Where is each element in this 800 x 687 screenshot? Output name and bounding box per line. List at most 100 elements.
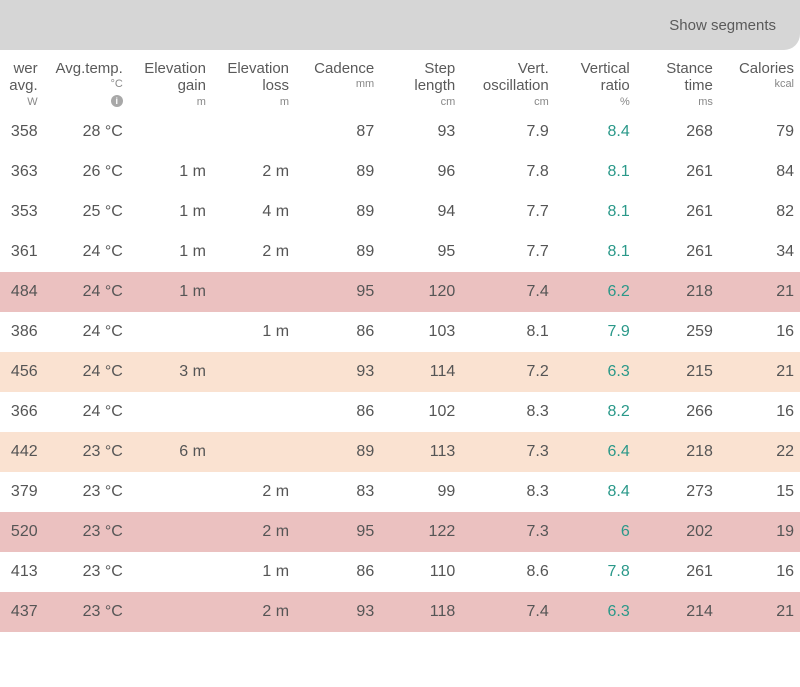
column-header-vratio[interactable]: Verticalratio% bbox=[555, 50, 636, 112]
column-header-unit: m bbox=[135, 96, 206, 109]
cell-step: 114 bbox=[380, 352, 461, 392]
table-row[interactable]: 52023 °C2 m951227.3620219 bbox=[0, 512, 800, 552]
column-header-unit: ms bbox=[642, 96, 713, 109]
cell-temp: 23 °C bbox=[44, 512, 129, 552]
cell-vratio: 8.4 bbox=[555, 112, 636, 152]
table-row[interactable]: 41323 °C1 m861108.67.826116 bbox=[0, 552, 800, 592]
column-header-label: Stance bbox=[666, 60, 713, 77]
cell-cadence: 86 bbox=[295, 312, 380, 352]
cell-cal: 16 bbox=[719, 392, 800, 432]
cell-stance: 261 bbox=[636, 552, 719, 592]
column-header-step[interactable]: Steplengthcm bbox=[380, 50, 461, 112]
cell-cadence: 95 bbox=[295, 272, 380, 312]
table-row[interactable]: 36624 °C861028.38.226616 bbox=[0, 392, 800, 432]
table-row[interactable]: 35325 °C1 m4 m89947.78.126182 bbox=[0, 192, 800, 232]
cell-stance: 273 bbox=[636, 472, 719, 512]
cell-power: 358 bbox=[0, 112, 44, 152]
column-header-unit: cm bbox=[467, 96, 549, 109]
cell-cadence: 95 bbox=[295, 512, 380, 552]
column-header-vosc[interactable]: Vert.oscillationcm bbox=[461, 50, 555, 112]
column-header-unit: °C bbox=[50, 78, 123, 91]
cell-vosc: 7.4 bbox=[461, 272, 555, 312]
table-row[interactable]: 35828 °C87937.98.426879 bbox=[0, 112, 800, 152]
cell-temp: 24 °C bbox=[44, 352, 129, 392]
table-header: weravg.WAvg.temp.°CiElevationgainmElevat… bbox=[0, 50, 800, 112]
table-row[interactable]: 37923 °C2 m83998.38.427315 bbox=[0, 472, 800, 512]
cell-cal: 16 bbox=[719, 312, 800, 352]
cell-power: 353 bbox=[0, 192, 44, 232]
cell-vratio: 8.4 bbox=[555, 472, 636, 512]
column-header-label: Calories bbox=[739, 60, 794, 77]
cell-power: 456 bbox=[0, 352, 44, 392]
cell-power: 366 bbox=[0, 392, 44, 432]
column-header-eloss[interactable]: Elevationlossm bbox=[212, 50, 295, 112]
column-header-unit: cm bbox=[386, 96, 455, 109]
cell-vratio: 6.3 bbox=[555, 352, 636, 392]
cell-cadence: 93 bbox=[295, 592, 380, 632]
cell-egain: 1 m bbox=[129, 152, 212, 192]
column-header-label: Elevation bbox=[227, 60, 289, 77]
cell-vosc: 7.7 bbox=[461, 232, 555, 272]
cell-step: 122 bbox=[380, 512, 461, 552]
cell-vosc: 7.4 bbox=[461, 592, 555, 632]
cell-cadence: 87 bbox=[295, 112, 380, 152]
cell-vosc: 8.3 bbox=[461, 392, 555, 432]
cell-temp: 25 °C bbox=[44, 192, 129, 232]
column-header-label2: avg. bbox=[9, 77, 37, 94]
cell-eloss bbox=[212, 432, 295, 472]
cell-eloss: 2 m bbox=[212, 232, 295, 272]
column-header-stance[interactable]: Stancetimems bbox=[636, 50, 719, 112]
column-header-label: Vert. bbox=[518, 60, 549, 77]
cell-vratio: 6.4 bbox=[555, 432, 636, 472]
column-header-unit: m bbox=[218, 96, 289, 109]
cell-power: 361 bbox=[0, 232, 44, 272]
cell-eloss: 2 m bbox=[212, 472, 295, 512]
cell-power: 437 bbox=[0, 592, 44, 632]
table-row[interactable]: 48424 °C1 m951207.46.221821 bbox=[0, 272, 800, 312]
column-header-egain[interactable]: Elevationgainm bbox=[129, 50, 212, 112]
column-header-label: Cadence bbox=[314, 60, 374, 77]
cell-stance: 218 bbox=[636, 432, 719, 472]
cell-cadence: 89 bbox=[295, 432, 380, 472]
cell-temp: 24 °C bbox=[44, 392, 129, 432]
column-header-cal[interactable]: Calorieskcal bbox=[719, 50, 800, 112]
cell-cal: 22 bbox=[719, 432, 800, 472]
column-header-cadence[interactable]: Cadencemm bbox=[295, 50, 380, 112]
column-header-temp[interactable]: Avg.temp.°Ci bbox=[44, 50, 129, 112]
cell-cal: 21 bbox=[719, 592, 800, 632]
info-icon[interactable]: i bbox=[111, 95, 123, 107]
cell-power: 363 bbox=[0, 152, 44, 192]
cell-power: 413 bbox=[0, 552, 44, 592]
cell-power: 379 bbox=[0, 472, 44, 512]
cell-eloss bbox=[212, 112, 295, 152]
column-header-label2: ratio bbox=[601, 77, 630, 94]
cell-eloss: 2 m bbox=[212, 592, 295, 632]
column-header-label2: gain bbox=[178, 77, 206, 94]
cell-step: 93 bbox=[380, 112, 461, 152]
cell-egain bbox=[129, 312, 212, 352]
cell-power: 520 bbox=[0, 512, 44, 552]
table-row[interactable]: 44223 °C6 m891137.36.421822 bbox=[0, 432, 800, 472]
table-row[interactable]: 43723 °C2 m931187.46.321421 bbox=[0, 592, 800, 632]
cell-stance: 218 bbox=[636, 272, 719, 312]
table-row[interactable]: 38624 °C1 m861038.17.925916 bbox=[0, 312, 800, 352]
cell-temp: 26 °C bbox=[44, 152, 129, 192]
cell-eloss: 1 m bbox=[212, 552, 295, 592]
cell-step: 118 bbox=[380, 592, 461, 632]
cell-cadence: 86 bbox=[295, 552, 380, 592]
table-row[interactable]: 36124 °C1 m2 m89957.78.126134 bbox=[0, 232, 800, 272]
cell-cal: 34 bbox=[719, 232, 800, 272]
table-row[interactable]: 45624 °C3 m931147.26.321521 bbox=[0, 352, 800, 392]
cell-vosc: 7.2 bbox=[461, 352, 555, 392]
cell-cadence: 83 bbox=[295, 472, 380, 512]
show-segments-link[interactable]: Show segments bbox=[669, 17, 776, 34]
cell-vratio: 6.3 bbox=[555, 592, 636, 632]
cell-egain bbox=[129, 112, 212, 152]
cell-cadence: 89 bbox=[295, 192, 380, 232]
cell-cal: 79 bbox=[719, 112, 800, 152]
table-row[interactable]: 36326 °C1 m2 m89967.88.126184 bbox=[0, 152, 800, 192]
cell-stance: 261 bbox=[636, 152, 719, 192]
cell-temp: 23 °C bbox=[44, 472, 129, 512]
column-header-power[interactable]: weravg.W bbox=[0, 50, 44, 112]
cell-cal: 82 bbox=[719, 192, 800, 232]
